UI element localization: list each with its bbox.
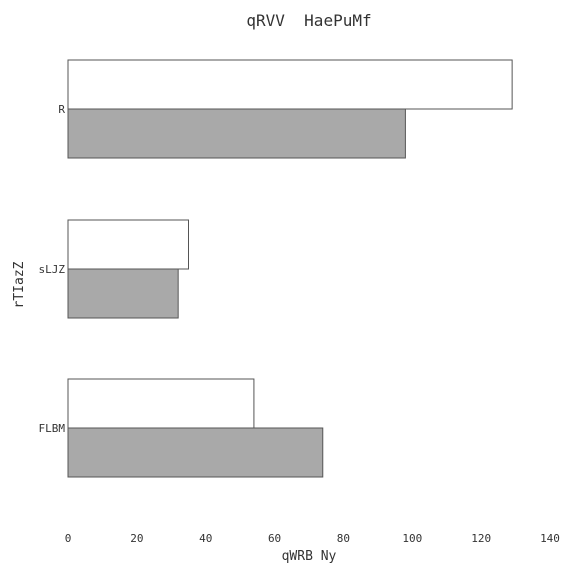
bar-r-series-2 bbox=[67, 108, 406, 159]
bar-r-series-1 bbox=[67, 59, 513, 110]
x-tick-label-100: 100 bbox=[402, 532, 422, 545]
x-tick-label-80: 80 bbox=[337, 532, 350, 545]
y-axis-label: rTIazZ bbox=[12, 261, 27, 308]
x-tick-label-120: 120 bbox=[471, 532, 491, 545]
x-tick-label-60: 60 bbox=[268, 532, 281, 545]
bar-sljz-series-1 bbox=[67, 219, 189, 270]
y-tick-label-sljz: sLJZ bbox=[39, 263, 66, 276]
x-tick-label-140: 140 bbox=[540, 532, 560, 545]
y-tick-label-r: R bbox=[58, 103, 65, 116]
x-axis-label: qWRB Ny bbox=[282, 549, 337, 564]
x-tick-label-20: 20 bbox=[130, 532, 143, 545]
x-tick-label-0: 0 bbox=[65, 532, 72, 545]
bars-group bbox=[67, 59, 513, 478]
x-tick-label-40: 40 bbox=[199, 532, 212, 545]
bar-flbm-series-2 bbox=[67, 427, 324, 478]
chart-title: qRVV HaePuMf bbox=[246, 11, 371, 30]
y-tick-label-flbm: FLBM bbox=[39, 422, 66, 435]
bar-flbm-series-1 bbox=[67, 378, 255, 429]
x-tick-labels: 0 20 40 60 80 100 120 140 bbox=[65, 532, 560, 545]
bar-sljz-series-2 bbox=[67, 268, 179, 319]
